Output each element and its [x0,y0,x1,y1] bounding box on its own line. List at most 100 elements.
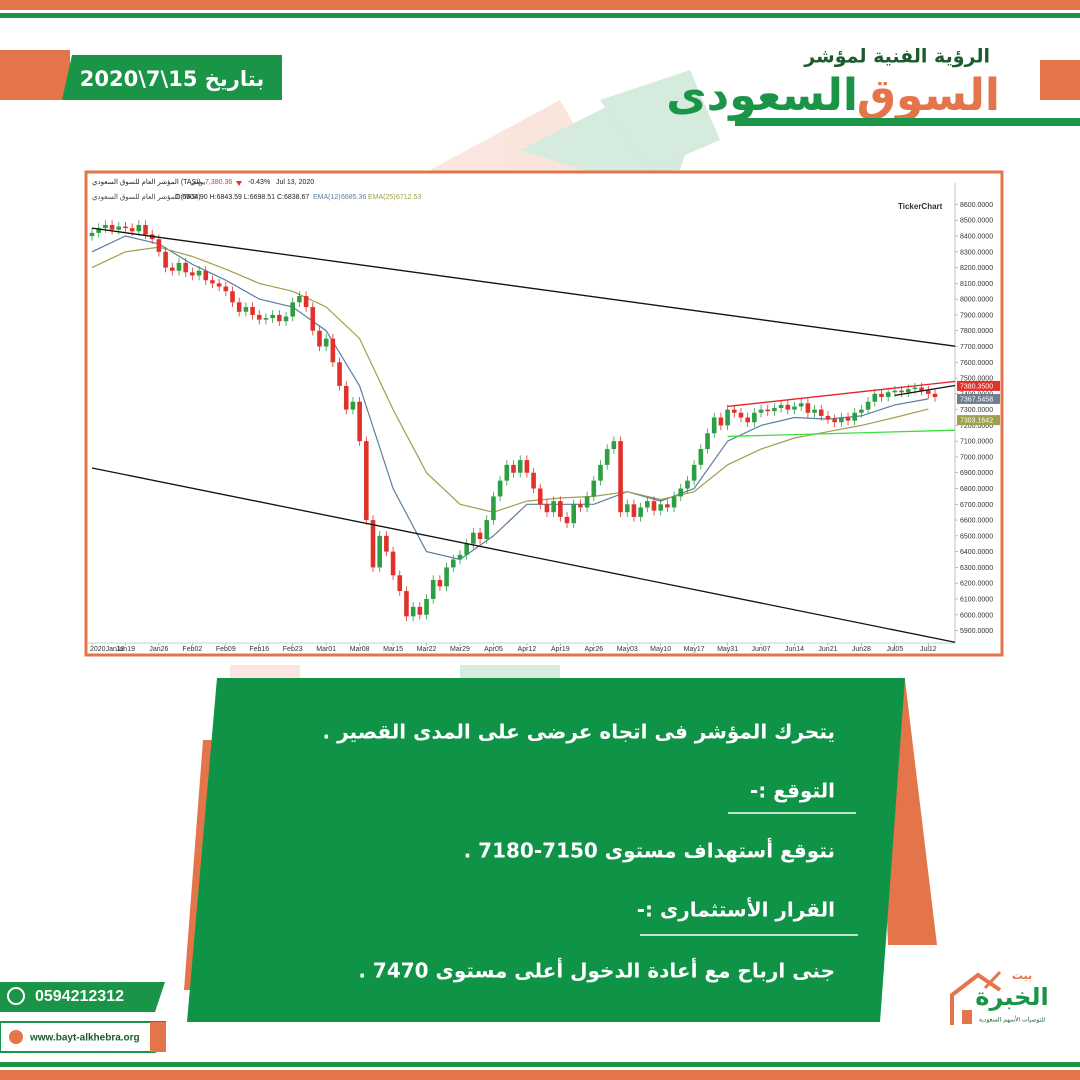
top-stripe [0,13,1080,18]
candle-body [497,480,503,497]
candle-body [872,393,878,402]
website: www.bayt-alkhebra.org [29,1033,140,1044]
logo-arrow [983,970,1002,990]
analysis-panel [187,678,905,1022]
title-part: السوق [857,70,1000,121]
x-tick-label: Jan19 [116,646,135,653]
y-tick-label: 6200.0000 [960,581,993,588]
logo-top: بيت [1012,969,1032,982]
candle-body [176,262,182,271]
candle-body [504,464,510,481]
price-tag [957,415,1000,426]
y-tick-label: 6800.0000 [960,486,993,493]
candle-body [805,403,811,413]
candle-body [404,591,409,617]
trend-line [727,429,956,438]
candle-body [658,504,663,511]
legend-name: EMA(12) [313,194,341,201]
candle-body [270,314,275,319]
x-tick-label: Apr26 [584,646,603,653]
whatsapp-icon [7,987,25,1005]
price-tag-label: 7380.3500 [960,383,993,390]
candle-body [912,387,918,390]
candle-body [705,433,710,450]
candle-body [437,580,443,587]
candle-body [210,280,215,284]
y-tick-label: 7500.0000 [960,376,993,383]
candle-body [651,501,657,511]
y-tick-label: 5900.0000 [960,628,993,635]
candle-body [765,409,771,412]
y-tick-label: 8100.0000 [960,281,993,288]
candle-body [310,307,316,331]
candle-body [571,504,577,524]
y-tick-label: 7600.0000 [960,360,993,367]
trend-line [894,384,956,397]
candle-body [905,389,911,393]
y-tick-label: 8300.0000 [960,249,993,256]
candle-body [865,401,871,410]
candle-body [410,606,416,617]
bottom-stripe [0,1070,1080,1080]
logo-door [962,1010,972,1024]
logo-tagline: للتوصيات الأسهم السعودية [979,1016,1045,1024]
candle-body [678,488,684,497]
x-tick-label: Apr19 [551,646,570,653]
candle-body [752,412,757,423]
y-tick-label: 7100.0000 [960,439,993,446]
chart: المؤشر العام للسوق السعودي (TASI)يومي 7,3… [88,178,1000,653]
candle-body [216,283,222,287]
candle-body [598,464,603,481]
candle-body [450,559,456,568]
candle-body [169,267,175,271]
candle-body [424,598,429,615]
x-tick-label: Feb09 [216,646,236,653]
y-tick-label: 6900.0000 [960,470,993,477]
candle-body [611,441,617,450]
candle-body [364,441,369,521]
x-tick-label: Feb02 [182,646,202,653]
y-tick-label: 8000.0000 [960,297,993,304]
candle-body [725,409,730,426]
candle-body [143,224,148,235]
candle-body [484,520,490,540]
candle-body [283,316,289,322]
candle-body [96,228,101,233]
candle-body [163,251,168,268]
x-tick-label: Mar29 [450,646,470,653]
candle-body [578,504,583,508]
candle-body [297,295,302,303]
x-tick-label: Jun07 [752,646,771,653]
candle-body [812,409,817,413]
y-tick-label: 6600.0000 [960,518,993,525]
candle-body [136,224,142,232]
top-stripe [0,0,1080,10]
candle-body [638,507,643,517]
y-tick-label: 6000.0000 [960,612,993,619]
y-tick-label: 7900.0000 [960,312,993,319]
x-tick-label: Feb16 [249,646,269,653]
candle-body [524,460,530,473]
candle-body [885,392,891,397]
candle-body [591,480,597,497]
legend-name: EMA(25) [368,194,396,201]
trend-line [727,380,956,408]
candle-body [511,464,516,473]
candle-body [323,338,329,347]
y-tick-label: 8200.0000 [960,265,993,272]
candle-body [190,272,195,276]
candle-body [665,504,670,508]
candle-body [558,501,563,517]
candle-body [243,307,249,312]
candle-body [203,270,209,281]
candle-body [256,314,262,320]
candle-body [645,501,650,508]
candle-body [892,390,898,393]
x-tick-label: May03 [617,646,638,653]
candle-body [103,224,108,229]
candle-body [926,390,931,394]
y-tick-label: 7300.0000 [960,407,993,414]
candle-body [377,535,382,568]
website-accent [150,1022,166,1052]
